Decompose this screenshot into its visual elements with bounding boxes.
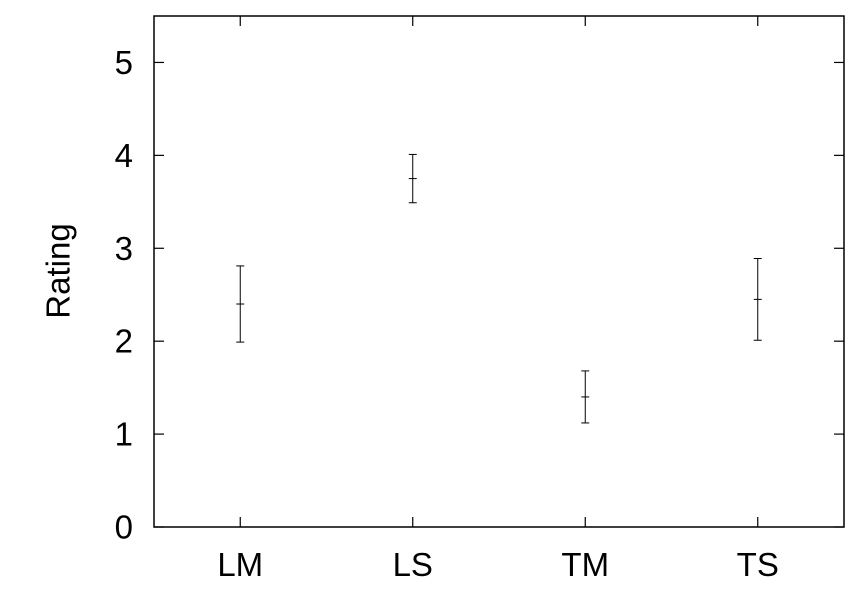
data-points [236,153,762,424]
y-tick-label: 0 [115,509,133,546]
plot-frame [153,15,845,528]
y-tick-label: 3 [115,230,133,267]
x-tick-label: LM [217,546,263,583]
data-point-ts [753,257,762,341]
y-axis: 0 1 2 3 4 5 [115,44,844,546]
y-axis-label: Rating [40,223,77,318]
y-tick-label: 2 [115,323,133,360]
x-tick-label: TM [561,546,609,583]
y-tick-label: 4 [115,137,133,174]
data-point-tm [581,370,590,424]
data-point-lm [236,265,245,343]
y-tick-label: 5 [115,44,133,81]
y-tick-label: 1 [115,416,133,453]
x-tick-label: LS [393,546,433,583]
x-tick-label: TS [737,546,779,583]
data-point-ls [408,153,417,204]
x-axis: LM LS TM TS [217,16,779,583]
